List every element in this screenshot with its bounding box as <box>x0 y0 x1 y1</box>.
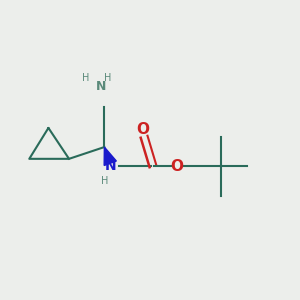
Text: O: O <box>170 159 183 174</box>
Text: H: H <box>103 73 111 83</box>
Text: N: N <box>96 80 106 93</box>
Text: H: H <box>101 176 108 186</box>
Text: N: N <box>104 159 116 173</box>
Polygon shape <box>104 147 116 166</box>
Text: O: O <box>136 122 149 137</box>
Text: H: H <box>82 73 89 83</box>
